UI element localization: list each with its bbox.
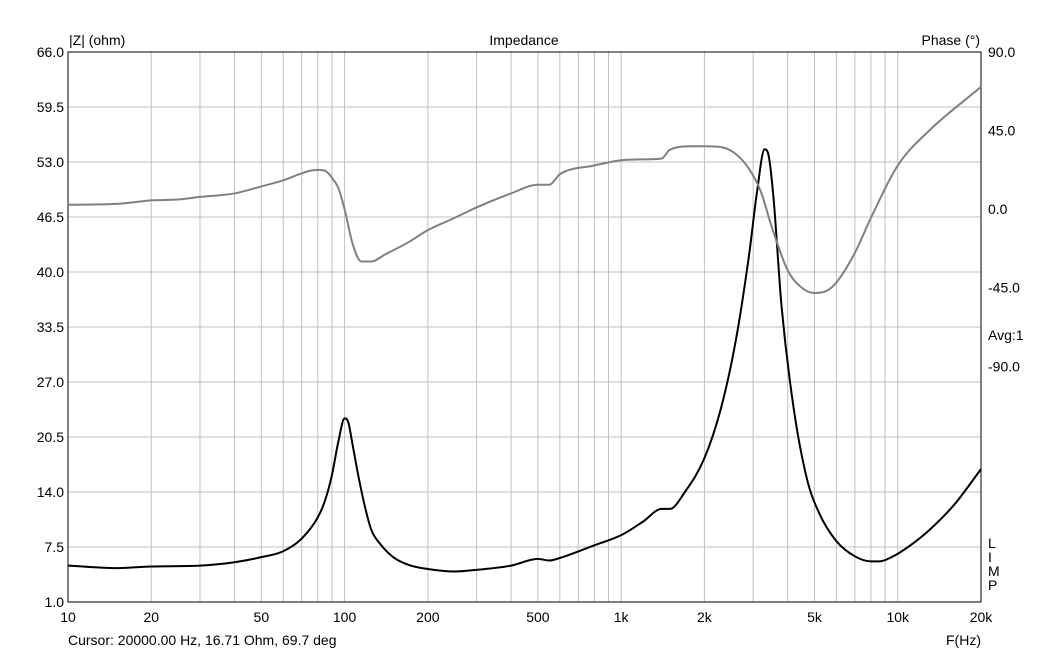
right-y-tick-labels: 90.0 45.0 0.0 -45.0 -90.0 — [988, 44, 1020, 374]
impedance-series-line — [67, 148, 982, 573]
x-tick-labels: 10 20 50 100 200 500 1k 2k 5k 10k 20k — [60, 609, 993, 625]
left-y-tick-label: 7.5 — [45, 539, 65, 555]
x-tick-label: 10k — [886, 609, 910, 625]
limp-letter: L — [988, 535, 996, 551]
left-axis-label: |Z| (ohm) — [69, 32, 125, 48]
x-tick-label: 1k — [614, 609, 630, 625]
x-tick-label: 10 — [60, 609, 76, 625]
left-y-tick-label: 66.0 — [37, 44, 64, 60]
x-tick-label: 20 — [143, 609, 159, 625]
left-y-tick-labels: 66.0 59.5 53.0 46.5 40.0 33.5 27.0 20.5 14.0 7.5 1… — [37, 44, 64, 610]
limp-letter: P — [988, 577, 997, 593]
right-y-tick-label: -90.0 — [988, 358, 1020, 374]
left-y-tick-label: 59.5 — [37, 99, 64, 115]
avg-label: Avg:1 — [988, 327, 1024, 343]
x-tick-label: 2k — [697, 609, 713, 625]
left-y-tick-label: 20.5 — [37, 429, 64, 445]
cursor-readout: Cursor: 20000.00 Hz, 16.71 Ohm, 69.7 deg — [68, 632, 337, 648]
limp-letter: M — [988, 563, 1000, 579]
left-y-tick-label: 53.0 — [37, 154, 64, 170]
left-y-tick-label: 14.0 — [37, 484, 64, 500]
x-tick-label: 500 — [526, 609, 550, 625]
frequency-axis-label: F(Hz) — [946, 632, 981, 648]
x-tick-label: 20k — [970, 609, 994, 625]
left-y-tick-label: 1.0 — [45, 594, 65, 610]
series-group — [67, 86, 982, 573]
right-y-tick-label: 90.0 — [988, 44, 1015, 60]
right-y-tick-label: 0.0 — [988, 201, 1008, 217]
left-y-tick-label: 27.0 — [37, 374, 64, 390]
x-tick-label: 200 — [416, 609, 440, 625]
right-y-tick-label: -45.0 — [988, 280, 1020, 296]
left-y-tick-label: 46.5 — [37, 209, 64, 225]
left-y-tick-label: 33.5 — [37, 319, 64, 335]
grid-lines — [68, 52, 981, 602]
limp-letter: I — [988, 549, 992, 565]
x-tick-label: 5k — [807, 609, 823, 625]
chart-title: Impedance — [489, 32, 558, 48]
left-y-tick-label: 40.0 — [37, 264, 64, 280]
plot-border — [67, 51, 982, 603]
right-axis-label: Phase (°) — [921, 32, 980, 48]
x-tick-label: 50 — [254, 609, 270, 625]
phase-series-line — [67, 86, 982, 294]
right-y-tick-label: 45.0 — [988, 123, 1015, 139]
x-tick-label: 100 — [333, 609, 357, 625]
